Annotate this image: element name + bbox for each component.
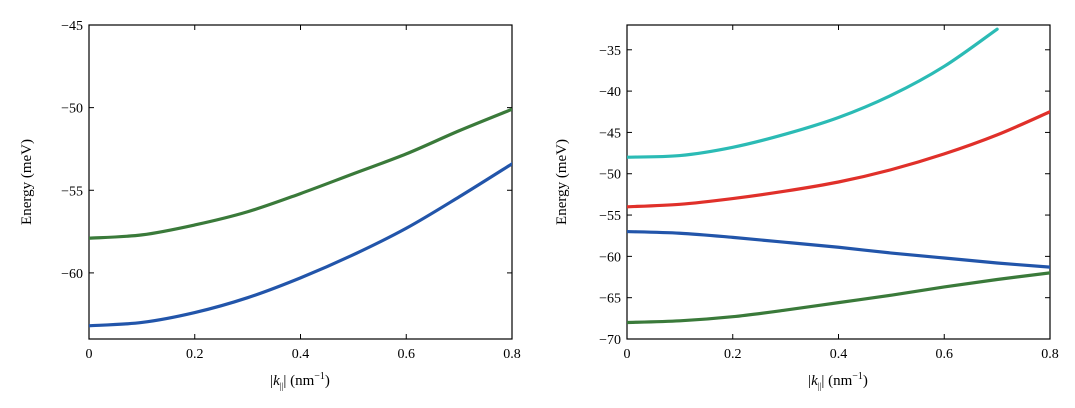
ticks: 0 0.2 0.4 0.6 0.8 −45 −50 −55 −60 [61, 19, 521, 362]
x-axis-label: |k||| (nm−1) [808, 371, 868, 391]
y-tick-label: −65 [599, 292, 621, 307]
x-tick-label: 0.2 [186, 347, 204, 362]
y-tick-label: −40 [599, 85, 621, 100]
y-tick-label: −60 [599, 250, 621, 265]
series-line-1 [627, 110, 1050, 209]
series-line-3 [627, 271, 1050, 325]
curves [89, 107, 512, 328]
series-line-1 [89, 162, 512, 328]
series-line-0 [89, 107, 512, 240]
y-tick-label: −55 [61, 184, 83, 199]
right-panel: 0 0.2 0.4 0.6 0.8 −35 −40 −45 −50 −55 −60 −65 −70 En… [554, 24, 1059, 391]
x-axis-label: |k||| (nm−1) [270, 371, 330, 391]
y-tick-label: −50 [61, 102, 83, 117]
x-tick-label: 0.6 [398, 347, 416, 362]
x-tick-label: 0.4 [292, 347, 310, 362]
y-tick-label: −55 [599, 209, 621, 224]
y-tick-label: −45 [599, 126, 621, 141]
x-tick-label: 0.8 [503, 347, 521, 362]
x-tick-label: 0.2 [724, 347, 742, 362]
x-tick-label: 0 [624, 347, 631, 362]
y-axis-label: Energy (meV) [554, 139, 570, 225]
y-tick-label: −60 [61, 267, 83, 282]
series-line-2 [627, 229, 1050, 269]
x-tick-label: 0.6 [936, 347, 954, 362]
curves [627, 27, 1050, 325]
y-tick-label: −35 [599, 44, 621, 59]
y-tick-label: −70 [599, 333, 621, 348]
x-tick-label: 0 [86, 347, 93, 362]
plot-frame [88, 24, 513, 340]
series-line-0 [627, 27, 999, 159]
x-tick-label: 0.8 [1041, 347, 1059, 362]
left-panel: 0 0.2 0.4 0.6 0.8 −45 −50 −55 −60 Energy (meV) |… [19, 19, 521, 391]
y-axis-label: Energy (meV) [19, 139, 35, 225]
ticks: 0 0.2 0.4 0.6 0.8 −35 −40 −45 −50 −55 −60 −65 −70 [599, 25, 1059, 362]
y-tick-label: −50 [599, 168, 621, 183]
y-tick-label: −45 [61, 19, 83, 34]
x-tick-label: 0.4 [830, 347, 848, 362]
